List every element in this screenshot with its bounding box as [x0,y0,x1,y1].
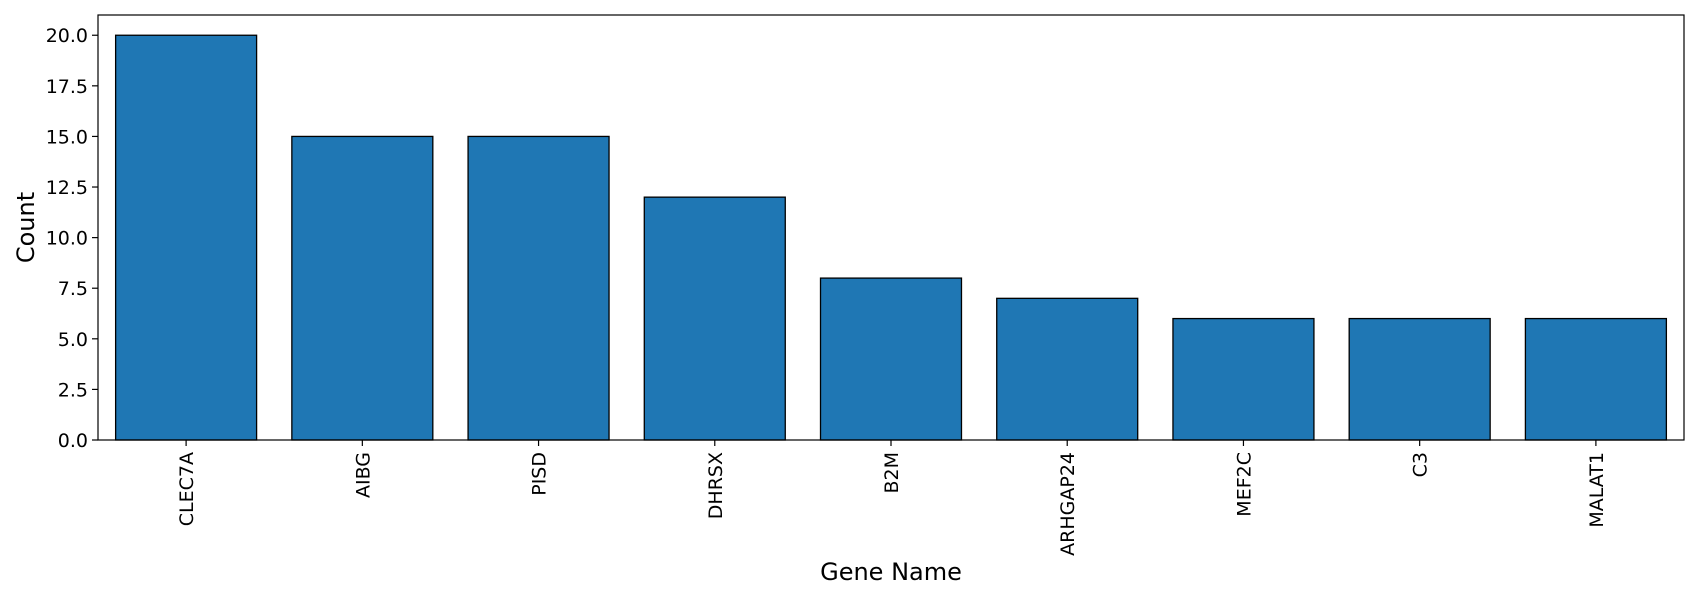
bar-dhrsx [643,196,786,441]
x-axis-ticks: CLEC7A AIBG PISD DHRSX B2M ARHGAP24 MEF2C C3 MAL… [176,440,1608,556]
bar-c3 [1348,317,1491,441]
y-axis-ticks: 0.0 2.5 5.0 7.5 10.0 12.5 15.0 17.5 20.0 [46,25,98,452]
bar-arhgap24 [996,297,1139,441]
bar-clec7a [114,34,258,441]
y-tick-label: 2.5 [58,379,88,401]
x-tick-label-clec7a: CLEC7A [176,452,198,526]
x-tick-label-pisd: PISD [529,452,551,496]
x-tick-label-arhgap24: ARHGAP24 [1057,452,1079,556]
y-axis-label: Count [12,192,40,263]
bar-pisd [467,135,610,441]
y-tick-label: 20.0 [46,25,88,47]
plot-frame [97,14,1685,441]
x-tick-label-malat1: MALAT1 [1586,452,1608,528]
bar-mef2c [1172,317,1315,441]
bar-malat1 [1524,317,1668,441]
y-tick-label: 12.5 [46,177,88,199]
x-tick-label-dhrsx: DHRSX [705,452,727,519]
x-tick-label-b2m: B2M [881,452,903,494]
x-tick-label-c3: C3 [1410,452,1432,477]
x-tick-label-aibg: AIBG [352,452,374,498]
y-tick-label: 10.0 [46,228,88,250]
bar-aibg [291,135,434,441]
y-tick-label: 7.5 [58,278,88,300]
bars [114,34,1668,441]
x-tick-label-mef2c: MEF2C [1233,452,1255,517]
y-tick-label: 5.0 [58,329,88,351]
bar-b2m [819,277,963,441]
y-tick-label: 0.0 [58,430,88,452]
x-axis-label: Gene Name [820,558,962,586]
y-tick-label: 15.0 [46,126,88,148]
y-tick-label: 17.5 [46,76,88,98]
